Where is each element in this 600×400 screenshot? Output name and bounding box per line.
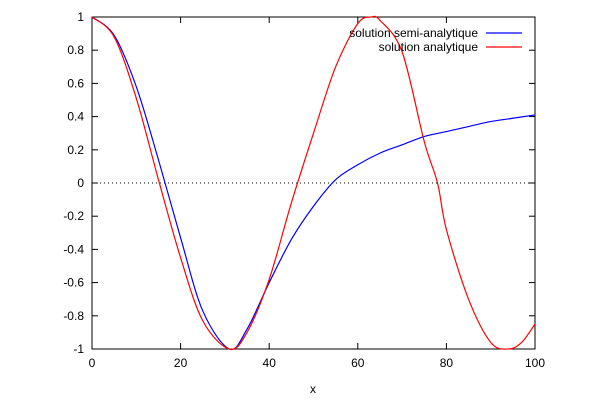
y-tick-label: 0.6 (67, 76, 84, 90)
x-tick-label: 0 (89, 356, 96, 370)
y-tick-label: -0.8 (63, 309, 84, 323)
y-tick-label: -0.6 (63, 276, 84, 290)
ticks (91, 16, 536, 350)
series-line-semi-analytique (91, 16, 536, 351)
x-tick-label: 40 (263, 356, 277, 370)
y-tick-label: -0.4 (63, 242, 84, 256)
series-line-analytique (91, 15, 536, 350)
x-tick-label: 60 (351, 356, 365, 370)
y-tick-label: -1 (73, 342, 84, 356)
x-tick-label: 100 (525, 356, 545, 370)
y-tick-label: -0.2 (63, 209, 84, 223)
x-tick-label: 20 (174, 356, 188, 370)
y-tick-label: 0.2 (67, 143, 84, 157)
y-tick-label: 0.4 (67, 110, 84, 124)
legend-label: solution analytique (379, 40, 479, 54)
legend-label: solution semi-analytique (349, 26, 478, 40)
x-tick-labels: 0 20 40 60 80 100 (89, 356, 546, 370)
x-tick-label: 80 (440, 356, 454, 370)
y-tick-label: 0.8 (67, 43, 84, 57)
y-tick-label: 1 (77, 10, 84, 24)
y-tick-label: 0 (77, 176, 84, 190)
series (91, 15, 536, 351)
y-tick-labels: -1 -0.8 -0.6 -0.4 -0.2 0 0.2 0.4 0.6 0.8 1 (63, 10, 84, 356)
x-axis-label: x (310, 382, 316, 396)
